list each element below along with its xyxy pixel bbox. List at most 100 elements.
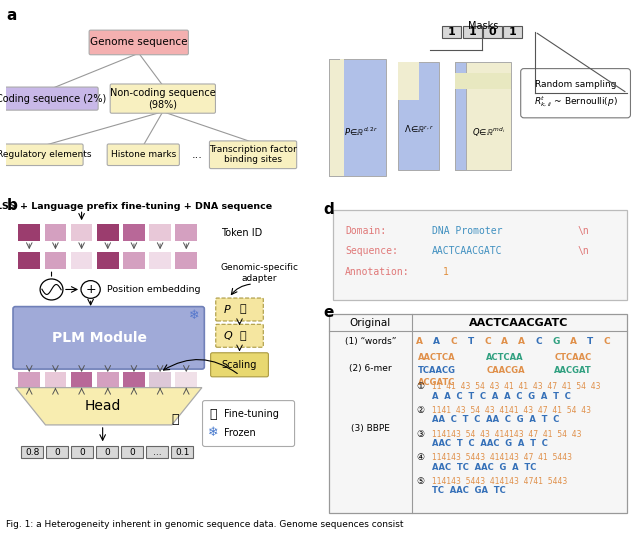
- Text: ②: ②: [417, 406, 424, 415]
- Text: 🔥: 🔥: [171, 413, 179, 426]
- Text: (3) BBPE: (3) BBPE: [351, 424, 390, 433]
- Text: Non-coding sequence
(98%): Non-coding sequence (98%): [110, 88, 216, 109]
- Bar: [45, 224, 67, 241]
- FancyBboxPatch shape: [330, 314, 627, 513]
- Text: A: A: [416, 337, 423, 346]
- FancyBboxPatch shape: [216, 298, 263, 321]
- Text: \n: \n: [578, 246, 589, 256]
- Bar: [72, 446, 93, 458]
- Text: Original: Original: [349, 318, 391, 328]
- Text: 0: 0: [129, 447, 135, 457]
- Bar: [45, 252, 67, 269]
- Text: 🔥: 🔥: [239, 305, 246, 314]
- Text: A: A: [570, 337, 577, 346]
- Text: DNA Promoter: DNA Promoter: [432, 225, 502, 236]
- Text: Random sampling: Random sampling: [535, 80, 616, 89]
- Text: 0: 0: [54, 447, 60, 457]
- Text: Masks: Masks: [468, 21, 499, 31]
- Bar: [71, 224, 92, 241]
- Text: Domain:: Domain:: [345, 225, 386, 236]
- Text: ⑤: ⑤: [417, 477, 424, 486]
- Bar: [147, 446, 168, 458]
- Text: G: G: [552, 337, 560, 346]
- Text: PLM Module: PLM Module: [52, 331, 147, 345]
- Text: 1: 1: [468, 27, 476, 37]
- Text: Fine-tuning: Fine-tuning: [225, 409, 279, 419]
- Bar: [504, 26, 522, 38]
- Bar: [455, 62, 466, 170]
- Text: Transcription factor
binding sites: Transcription factor binding sites: [209, 145, 297, 165]
- Bar: [45, 372, 67, 388]
- Text: C: C: [604, 337, 611, 346]
- Bar: [22, 446, 43, 458]
- Bar: [442, 26, 461, 38]
- Text: 114143  54  43  414143  47  41  54  43: 114143 54 43 414143 47 41 54 43: [432, 430, 581, 439]
- Text: Histone marks: Histone marks: [111, 150, 176, 159]
- Text: 1: 1: [448, 27, 456, 37]
- Text: Sequence:: Sequence:: [345, 246, 398, 256]
- Bar: [19, 252, 40, 269]
- Text: 0.8: 0.8: [25, 447, 40, 457]
- Text: d: d: [323, 202, 334, 217]
- Text: CAACGA: CAACGA: [486, 365, 525, 375]
- Text: a: a: [6, 8, 17, 23]
- Text: +: +: [85, 283, 96, 296]
- Text: 114143  5443  414143  4741  5443: 114143 5443 414143 4741 5443: [432, 477, 567, 486]
- Text: Head: Head: [84, 399, 121, 413]
- Text: e: e: [323, 305, 333, 320]
- Bar: [398, 62, 439, 170]
- Bar: [97, 224, 118, 241]
- Text: A: A: [433, 337, 440, 346]
- FancyBboxPatch shape: [13, 307, 204, 369]
- Text: ACGATC: ACGATC: [418, 378, 455, 387]
- Text: $R^t_{k,ii}$ ~ Bernoulli$(p)$: $R^t_{k,ii}$ ~ Bernoulli$(p)$: [534, 94, 618, 109]
- Text: (1) “words”: (1) “words”: [345, 337, 396, 346]
- Bar: [97, 446, 118, 458]
- Text: 0: 0: [489, 27, 496, 37]
- Text: T: T: [587, 337, 593, 346]
- FancyBboxPatch shape: [333, 210, 627, 300]
- Text: Token ID: Token ID: [221, 228, 263, 237]
- Bar: [455, 73, 511, 90]
- Bar: [97, 252, 118, 269]
- Text: Scaling: Scaling: [222, 360, 257, 370]
- Text: AACTCAACGATC: AACTCAACGATC: [469, 318, 568, 328]
- Text: 0: 0: [104, 447, 110, 457]
- Bar: [123, 224, 145, 241]
- Text: C: C: [536, 337, 542, 346]
- Text: A: A: [501, 337, 508, 346]
- Bar: [149, 252, 171, 269]
- Text: Coding sequence (2%): Coding sequence (2%): [0, 93, 107, 104]
- FancyBboxPatch shape: [5, 144, 83, 166]
- Bar: [19, 224, 40, 241]
- Text: A: A: [518, 337, 525, 346]
- Text: <CLS> + Language prefix fine-tuning + DNA sequence: <CLS> + Language prefix fine-tuning + DN…: [0, 203, 272, 211]
- Bar: [175, 224, 197, 241]
- FancyBboxPatch shape: [202, 401, 294, 446]
- Text: AAC  TC  AAC  G  A  TC: AAC TC AAC G A TC: [432, 463, 536, 472]
- Text: AA  C  T  C  AA  C  G  A  T  C: AA C T C AA C G A T C: [432, 415, 559, 425]
- Text: ACTCAA: ACTCAA: [486, 353, 524, 362]
- FancyBboxPatch shape: [107, 144, 179, 166]
- Text: ❄: ❄: [189, 309, 200, 322]
- Text: ...: ...: [192, 150, 203, 160]
- Text: Q: Q: [223, 331, 232, 341]
- Text: ③: ③: [417, 430, 424, 439]
- Text: Genome sequence: Genome sequence: [90, 37, 188, 47]
- Text: $Q\!\in\!\mathbb{R}^{md_i}$: $Q\!\in\!\mathbb{R}^{md_i}$: [472, 126, 506, 139]
- Text: 1: 1: [509, 27, 516, 37]
- Text: T: T: [467, 337, 474, 346]
- Text: Frozen: Frozen: [225, 428, 256, 438]
- Bar: [122, 446, 143, 458]
- Text: 0: 0: [79, 447, 85, 457]
- FancyBboxPatch shape: [216, 324, 263, 347]
- Text: ...: ...: [153, 447, 161, 457]
- Text: TCAACG: TCAACG: [418, 365, 456, 375]
- Text: A  A  C  T  C  A  A  C  G  A  T  C: A A C T C A A C G A T C: [432, 392, 571, 401]
- Text: AACTCAACGATC: AACTCAACGATC: [432, 246, 502, 256]
- Bar: [123, 372, 145, 388]
- Text: ①: ①: [417, 382, 424, 392]
- Text: 0.1: 0.1: [175, 447, 189, 457]
- Bar: [19, 372, 40, 388]
- Text: Position embedding: Position embedding: [107, 285, 201, 294]
